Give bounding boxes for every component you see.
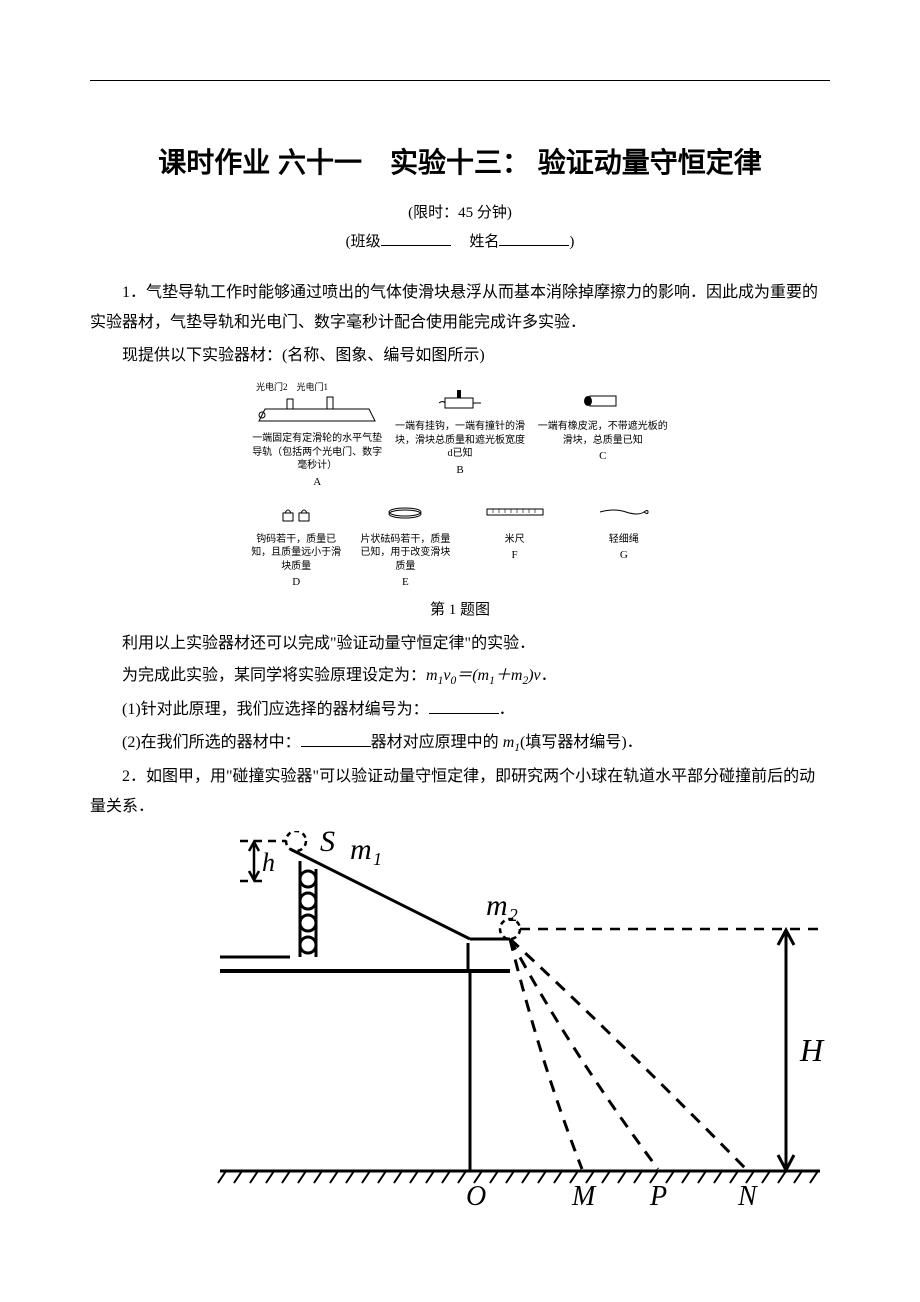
equip-e-letter: E — [359, 575, 451, 590]
q1-intro: 1．气垫导轨工作时能够通过喷出的气体使滑块悬浮从而基本消除掉摩擦力的影响．因此成… — [90, 278, 830, 339]
q1-afterfig: 利用以上实验器材还可以完成"验证动量守恒定律"的实验． — [90, 629, 830, 659]
label-s: S — [320, 831, 335, 858]
close-paren: ) — [569, 234, 574, 250]
equip-g-desc: 轻细绳 — [578, 533, 670, 547]
equip-a-letter: A — [250, 475, 384, 490]
q1-sub1-text: (1)针对此原理，我们应选择的器材编号为： — [122, 701, 429, 718]
equip-a-pre: 光电门2 光电门1 — [250, 381, 384, 393]
equip-d: 钩码若干，质量已知，且质量远小于滑块质量 D — [250, 494, 342, 590]
q1-provide: 现提供以下实验器材：(名称、图象、编号如图所示) — [90, 341, 830, 371]
fig1-caption: 第 1 题图 — [90, 598, 830, 619]
equip-e-icon — [359, 494, 451, 530]
q1-sub2-c: (填写器材编号)． — [520, 734, 643, 751]
q1-sub1: (1)针对此原理，我们应选择的器材编号为： ． — [90, 695, 830, 725]
q1-sub1-period: ． — [499, 701, 515, 718]
class-label: (班级 — [346, 234, 381, 250]
meta-block: (限时：45 分钟) (班级 姓名) — [90, 199, 830, 256]
q1-sub2-blank — [301, 731, 371, 747]
equip-e-desc: 片状砝码若干，质量已知，用于改变滑块质量 — [359, 533, 451, 574]
q1-sub2-b: 器材对应原理中的 — [371, 734, 503, 751]
name-blank — [499, 231, 569, 246]
equip-b-letter: B — [393, 463, 527, 478]
equip-b-icon — [393, 381, 527, 417]
class-blank — [381, 231, 451, 246]
equip-g: 轻细绳 G — [578, 494, 670, 590]
q1-sub2-m1: m1 — [503, 734, 520, 751]
equip-d-icon — [250, 494, 342, 530]
collision-diagram: S m₁ m₂ h H O M P N — [210, 831, 830, 1216]
equip-b: 一端有挂钩，一端有撞针的滑块，滑块总质量和遮光板宽度d已知 B — [393, 381, 527, 489]
equip-f-letter: F — [468, 548, 560, 563]
label-hh: H — [799, 1032, 825, 1068]
label-n: N — [737, 1181, 758, 1211]
equip-a: 光电门2 光电门1 一端固定有定滑轮的水平气垫导轨（包括两个光电门、数字毫秒计）… — [250, 381, 384, 489]
equip-g-letter: G — [578, 548, 670, 563]
equip-g-icon — [578, 494, 670, 530]
equip-b-desc: 一端有挂钩，一端有撞针的滑块，滑块总质量和遮光板宽度d已知 — [393, 420, 527, 461]
label-o: O — [466, 1181, 486, 1211]
equip-a-icon — [250, 393, 384, 429]
equip-a-desc: 一端固定有定滑轮的水平气垫导轨（包括两个光电门、数字毫秒计） — [250, 432, 384, 473]
label-m2: m₂ — [486, 889, 518, 922]
class-name-line: (班级 姓名) — [90, 228, 830, 257]
equipment-figure: 光电门2 光电门1 一端固定有定滑轮的水平气垫导轨（包括两个光电门、数字毫秒计）… — [250, 381, 670, 590]
equip-d-letter: D — [250, 575, 342, 590]
label-p: P — [649, 1181, 667, 1211]
top-rule — [90, 80, 830, 81]
equip-f-icon — [468, 494, 560, 530]
q2-text: 2．如图甲，用"碰撞实验器"可以验证动量守恒定律，即研究两个小球在轨道水平部分碰… — [90, 762, 830, 823]
label-h: h — [262, 848, 275, 877]
label-m: M — [571, 1181, 597, 1211]
equip-row-2: 钩码若干，质量已知，且质量远小于滑块质量 D 片状砝码若干，质量已知，用于改变滑… — [250, 494, 670, 590]
equip-c-letter: C — [536, 449, 670, 464]
q1-principle: 为完成此实验，某同学将实验原理设定为：m1v0＝(m1＋m2)v． — [90, 661, 830, 693]
principle-formula: m1v0＝(m1＋m2)v — [426, 667, 541, 684]
equip-c-desc: 一端有橡皮泥，不带遮光板的滑块，总质量已知 — [536, 420, 670, 447]
equip-row-1: 光电门2 光电门1 一端固定有定滑轮的水平气垫导轨（包括两个光电门、数字毫秒计）… — [250, 381, 670, 489]
name-label: 姓名 — [469, 234, 499, 250]
equip-f-desc: 米尺 — [468, 533, 560, 547]
time-limit: (限时：45 分钟) — [90, 199, 830, 228]
equip-f: 米尺 F — [468, 494, 560, 590]
equip-c-icon — [536, 381, 670, 417]
page-title: 课时作业 六十一 实验十三： 验证动量守恒定律 — [90, 141, 830, 181]
equip-e: 片状砝码若干，质量已知，用于改变滑块质量 E — [359, 494, 451, 590]
label-m1: m₁ — [350, 833, 382, 866]
principle-prefix: 为完成此实验，某同学将实验原理设定为： — [122, 667, 426, 684]
equip-d-desc: 钩码若干，质量已知，且质量远小于滑块质量 — [250, 533, 342, 574]
q1-sub1-blank — [429, 698, 499, 714]
q1-sub2: (2)在我们所选的器材中： 器材对应原理中的 m1(填写器材编号)． — [90, 728, 830, 760]
equip-c: 一端有橡皮泥，不带遮光板的滑块，总质量已知 C — [536, 381, 670, 489]
q1-sub2-a: (2)在我们所选的器材中： — [122, 734, 301, 751]
